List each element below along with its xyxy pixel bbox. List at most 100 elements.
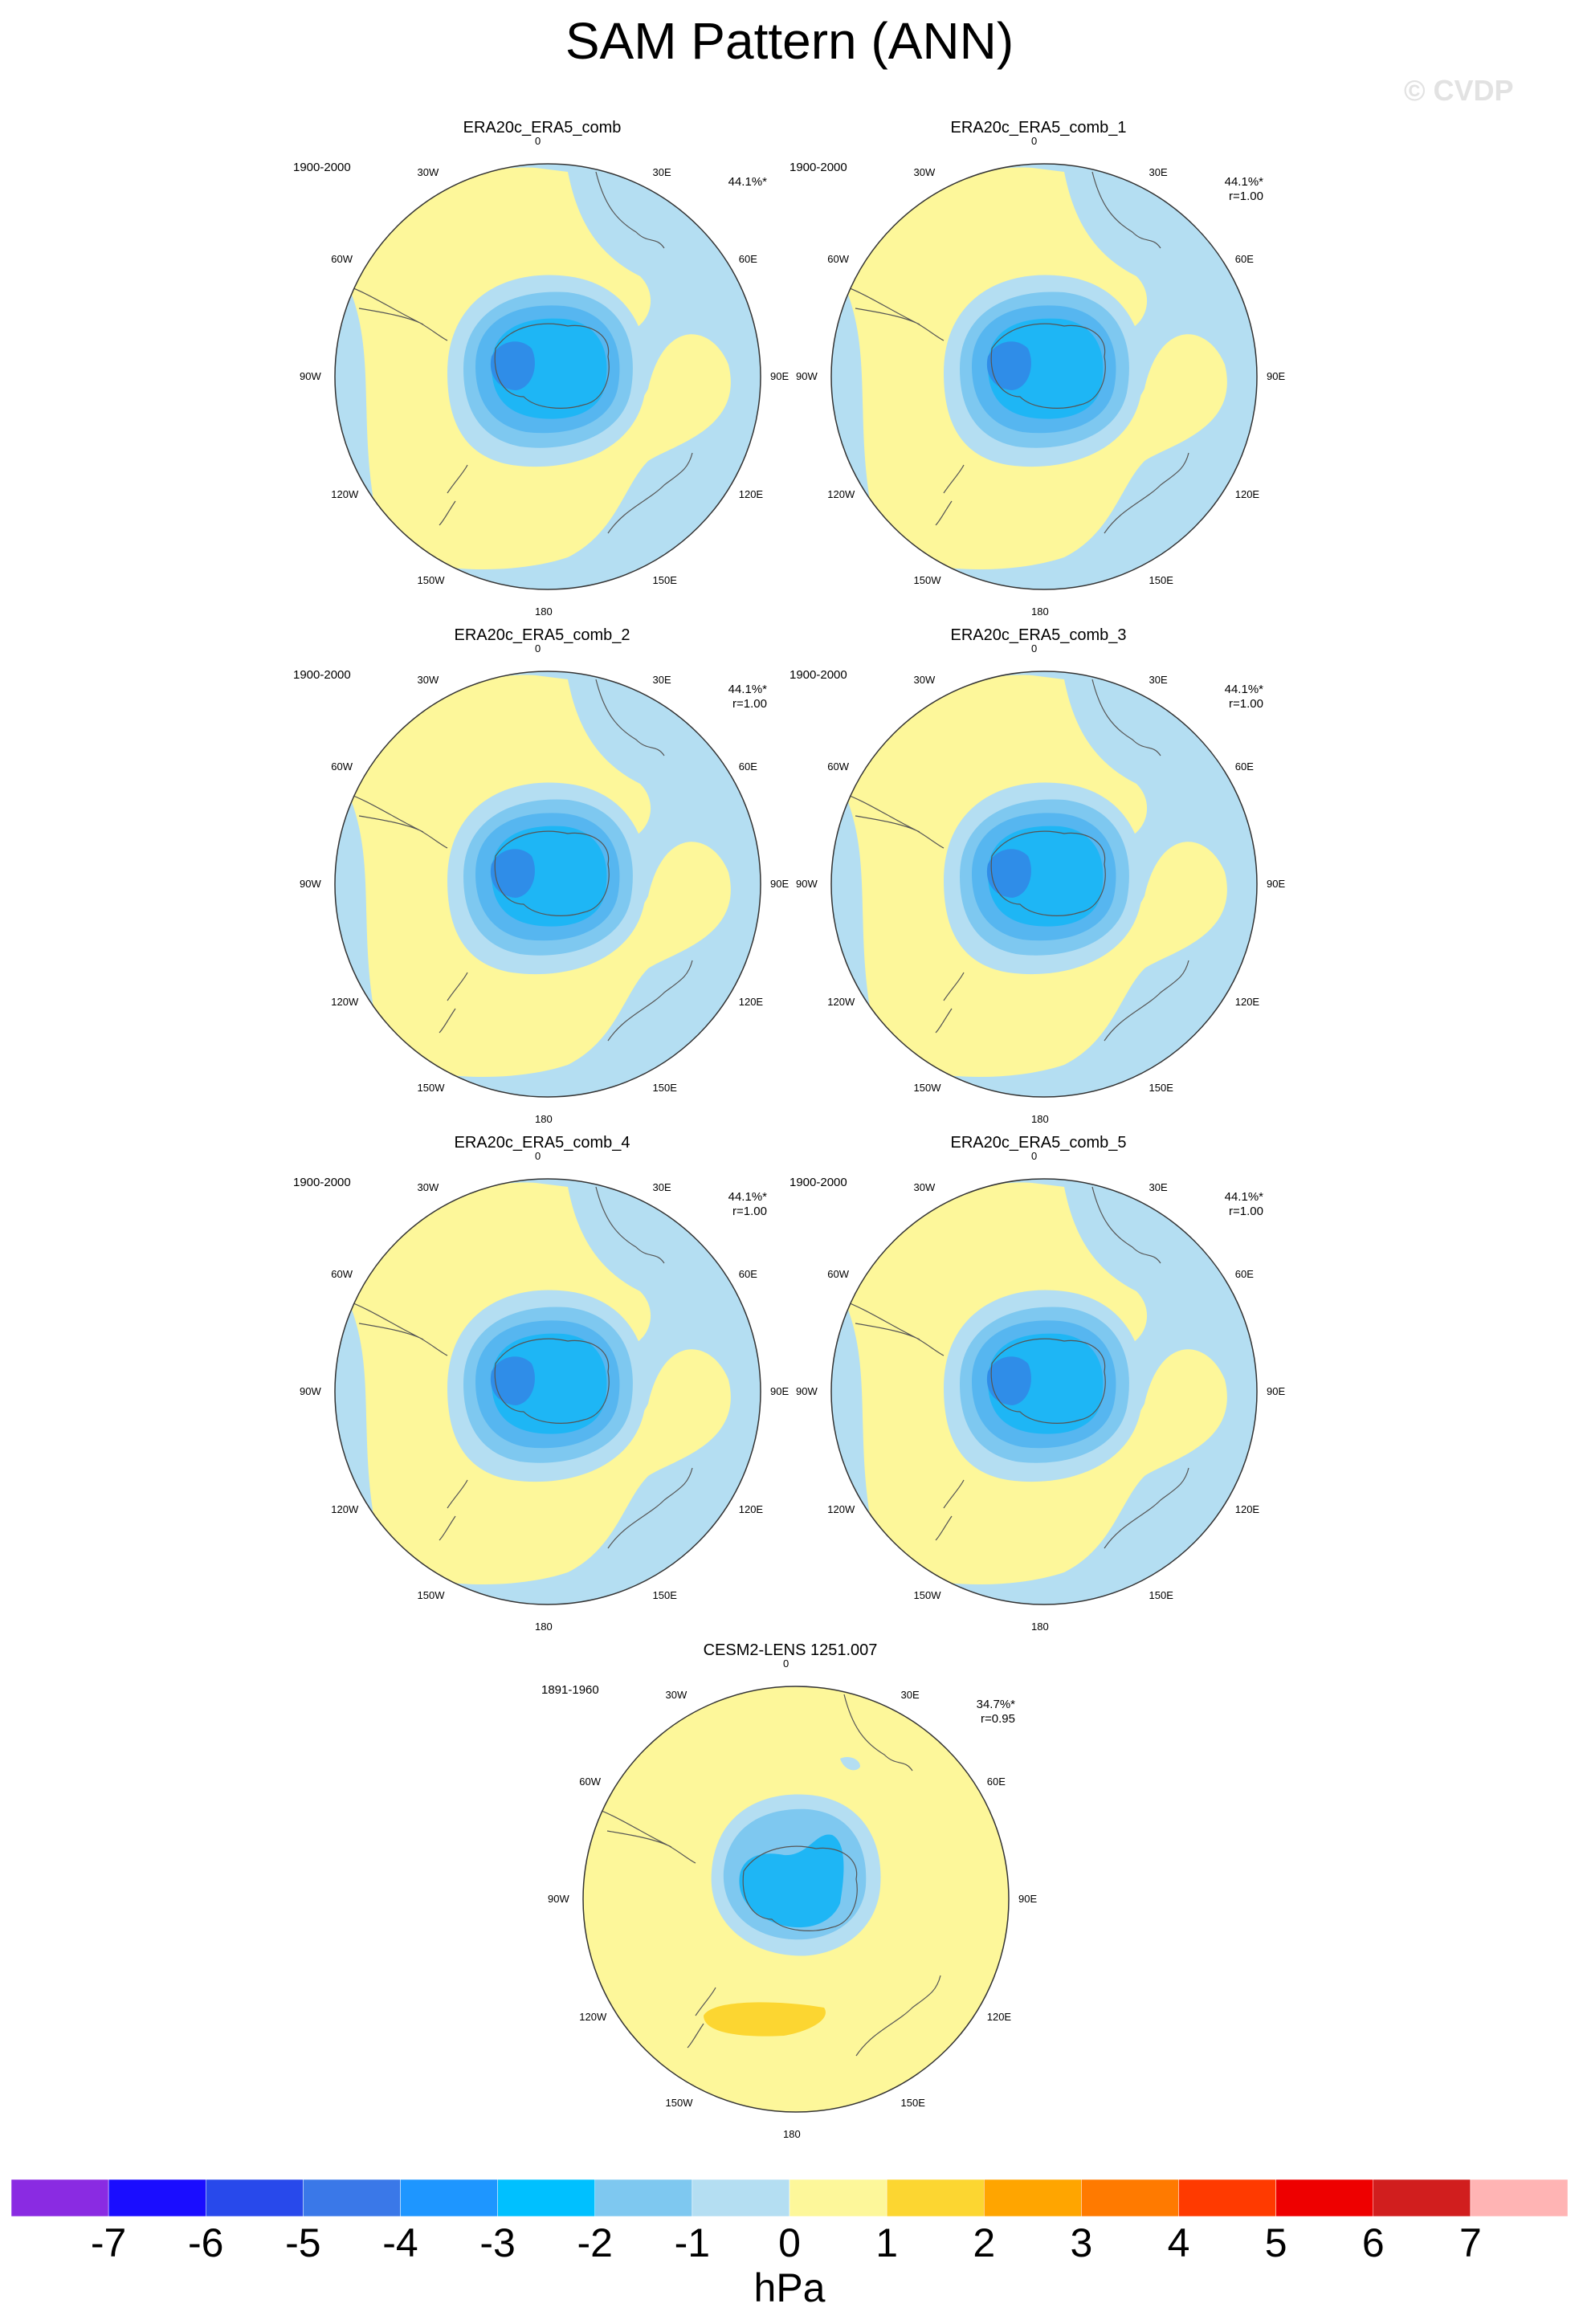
panel-correlation: r=1.00 [1229,697,1263,711]
panel-variance-percent: 44.1%* [728,683,767,696]
longitude-label: 60W [331,1267,353,1280]
longitude-label: 90E [770,1385,790,1397]
panel-correlation: r=1.00 [1229,190,1263,203]
longitude-label: 90E [1267,878,1286,890]
longitude-label: 90W [300,370,321,382]
longitude-label: 180 [535,1621,553,1633]
longitude-label: 60E [738,1267,757,1280]
longitude-label: 120E [738,995,764,1008]
map-panel: ERA20c_ERA5_comb_2 1900-2000 44.1%* r=1.00 0… [269,626,879,1140]
longitude-label: 30W [417,1181,439,1194]
longitude-label: 150W [913,573,941,586]
colorbar-tick-label: 2 [973,2220,996,2265]
longitude-label: 30E [1149,674,1168,687]
longitude-label: 60W [827,1267,849,1280]
colorbar-tick-label: 7 [1459,2220,1482,2265]
longitude-label: 150W [417,1081,445,1094]
panel-title: CESM2-LENS 1251.007 [703,1641,878,1659]
longitude-label: 120E [1234,995,1260,1008]
map-panel: ERA20c_ERA5_comb_1 1900-2000 44.1%* r=1.00 0… [765,119,1376,633]
map-panel: ERA20c_ERA5_comb_4 1900-2000 44.1%* r=1.00 0… [269,1134,879,1648]
colorbar-tick-label: 6 [1361,2220,1385,2265]
longitude-label: 60E [1234,252,1254,265]
panel-title: ERA20c_ERA5_comb_3 [950,626,1127,644]
colorbar-tick-label: -2 [577,2220,613,2265]
longitude-label: 120W [827,487,855,500]
panel-period: 1891-1960 [541,1683,599,1697]
panel-title: ERA20c_ERA5_comb [463,119,622,137]
colorbar-segment [1081,2179,1179,2216]
longitude-label: 0 [535,135,541,147]
longitude-label: 180 [535,1113,553,1125]
longitude-label: 120E [738,487,764,500]
panel-variance-percent: 44.1%* [1224,1190,1263,1204]
polar-map [334,1178,761,1605]
longitude-label: 120E [738,1502,764,1515]
longitude-label: 120E [986,2010,1012,2023]
panel-correlation: r=1.00 [1229,1205,1263,1218]
colorbar-tick-label: -4 [382,2220,418,2265]
longitude-label: 30E [1149,166,1168,179]
longitude-label: 90W [796,878,818,890]
colorbar-segment [1275,2179,1373,2216]
longitude-label: 60E [1234,760,1254,773]
map-panel: ERA20c_ERA5_comb 1900-2000 44.1%* 0 30E 60E 90… [269,119,879,633]
colorbar-tick-label: -3 [479,2220,516,2265]
longitude-label: 30W [417,674,439,687]
panel-variance-percent: 34.7%* [976,1698,1015,1711]
longitude-label: 90W [796,370,818,382]
colorbar-tick-label: 1 [875,2220,899,2265]
longitude-label: 150W [913,1081,941,1094]
longitude-label: 0 [783,1657,790,1670]
longitude-label: 30W [913,166,936,179]
longitude-label: 60E [738,252,757,265]
colorbar-segment [594,2179,693,2216]
longitude-label: 120E [1234,487,1260,500]
panel-title: ERA20c_ERA5_comb_2 [454,626,630,644]
longitude-label: 90E [770,370,790,382]
panel-correlation: r=0.95 [981,1712,1015,1726]
panel-variance-percent: 44.1%* [1224,175,1263,189]
colorbar-tick-label: -6 [188,2220,224,2265]
panel-period: 1900-2000 [790,161,847,174]
longitude-label: 0 [1031,135,1038,147]
longitude-label: 30E [652,166,671,179]
longitude-label: 90E [1267,1385,1286,1397]
longitude-label: 150E [652,1081,677,1094]
polar-map [830,163,1258,590]
figure-title: SAM Pattern (ANN) [565,12,1014,70]
colorbar-segment [886,2179,985,2216]
panel-period: 1900-2000 [293,161,351,174]
longitude-label: 60W [579,1775,601,1788]
colorbar-tick-label: 3 [1070,2220,1093,2265]
longitude-label: 150E [1149,1081,1173,1094]
longitude-label: 90E [1267,370,1286,382]
map-panel: ERA20c_ERA5_comb_5 1900-2000 44.1%* r=1.00 0… [765,1134,1376,1648]
panel-title: ERA20c_ERA5_comb_1 [950,119,1127,137]
colorbar-segment [400,2179,498,2216]
longitude-label: 150W [913,1588,941,1601]
colorbar-segment [1178,2179,1276,2216]
longitude-label: 0 [1031,642,1038,654]
longitude-label: 120W [827,1502,855,1515]
longitude-label: 120E [1234,1502,1260,1515]
longitude-label: 60W [331,252,353,265]
longitude-label: 150E [1149,1588,1173,1601]
longitude-label: 150E [652,1588,677,1601]
longitude-label: 150E [900,2096,925,2109]
colorbar-segment [984,2179,1082,2216]
longitude-label: 180 [1031,1621,1049,1633]
longitude-label: 60E [738,760,757,773]
colorbar-segment [692,2179,790,2216]
polar-map [334,671,761,1098]
colorbar [11,2179,1568,2216]
longitude-label: 90W [300,878,321,890]
colorbar-tick-label: 0 [778,2220,801,2265]
longitude-label: 30E [1149,1181,1168,1194]
longitude-label: 0 [535,1150,541,1162]
colorbar-tick-label: 5 [1264,2220,1287,2265]
panel-correlation: r=1.00 [732,697,767,711]
longitude-label: 90W [796,1385,818,1397]
colorbar-unit: hPa [753,2265,826,2310]
polar-map [830,671,1258,1098]
